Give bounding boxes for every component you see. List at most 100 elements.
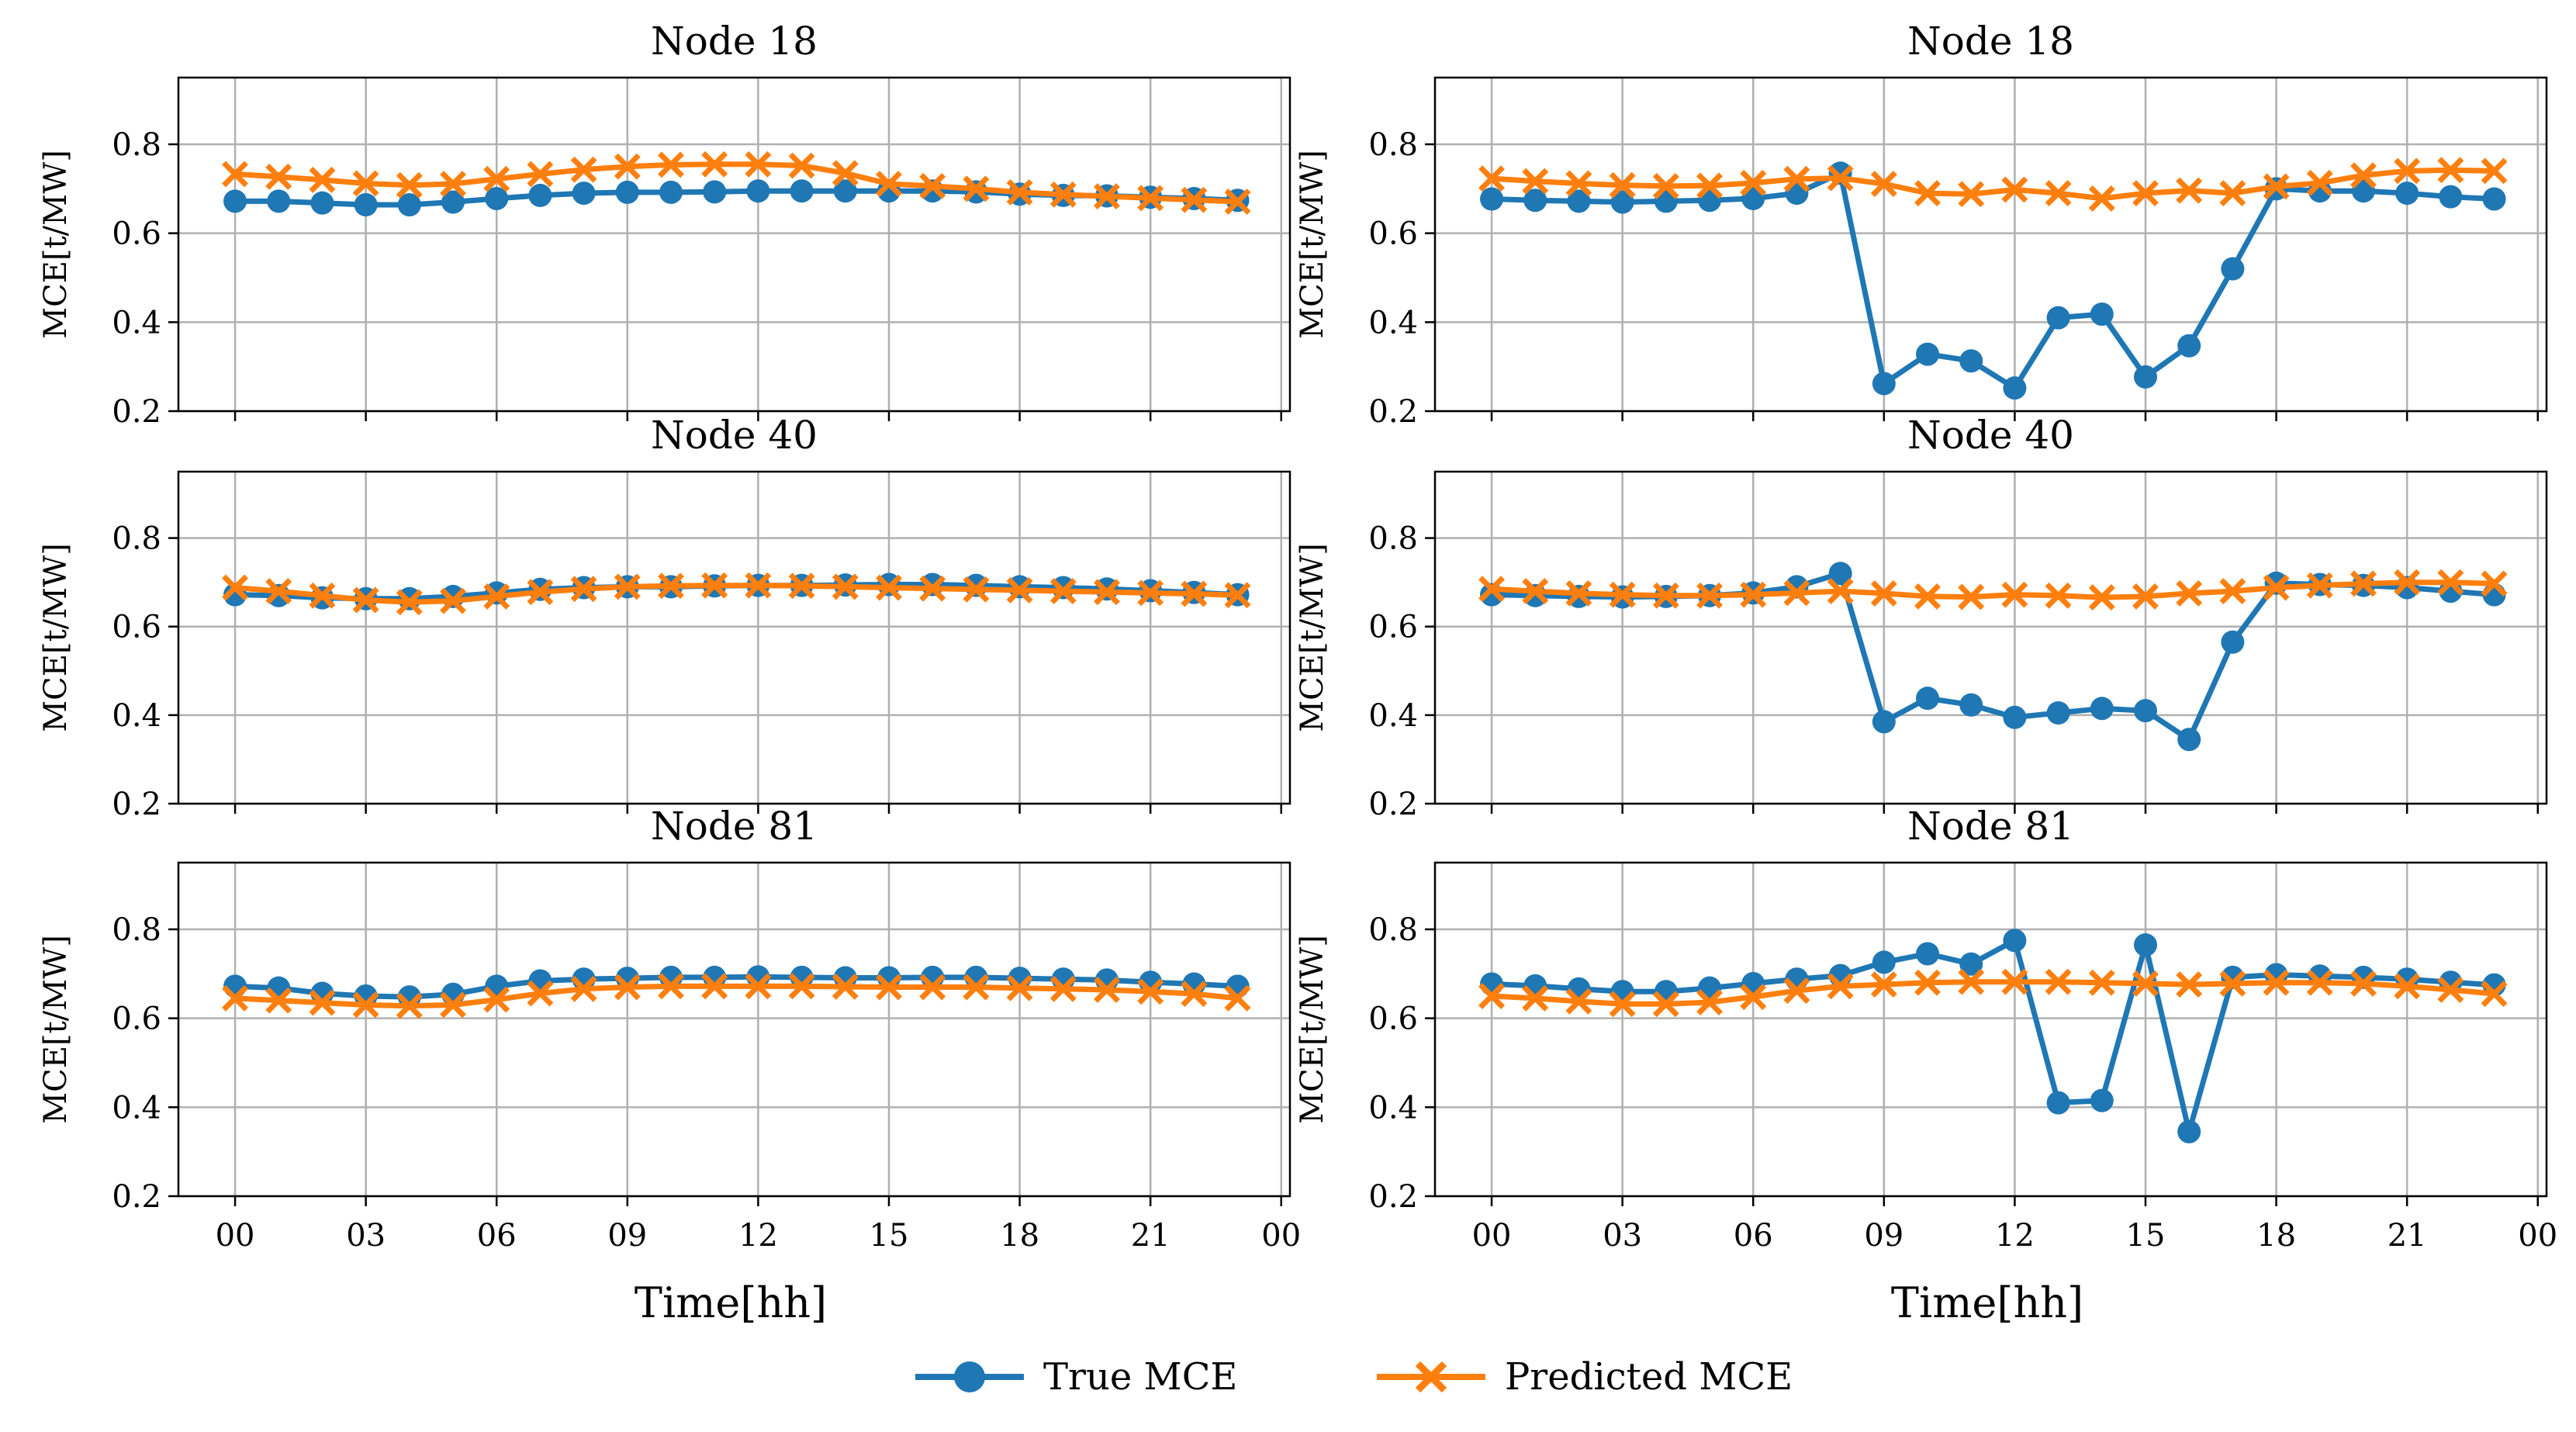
data-point-predicted [745,973,772,1000]
data-point-true [2090,1088,2114,1112]
data-point-predicted [2176,579,2203,607]
data-point-true [223,974,247,998]
data-point-predicted [1740,581,1767,608]
data-point-predicted [570,975,597,1002]
data-point-predicted [658,572,684,600]
data-point-predicted [1224,189,1251,215]
y-axis-label: MCE[t/MW] [1295,935,1330,1124]
series-line-predicted-mce [234,583,1238,605]
y-axis-label: MCE[t/MW] [1295,543,1330,732]
data-point-predicted [1958,583,1985,611]
data-point-predicted [658,973,684,1000]
data-point-predicted [2481,981,2508,1008]
data-point-predicted [2263,173,2290,200]
series-line-predicted-mce [1491,579,2495,600]
data-point-true [964,573,988,597]
data-point-predicted [1224,582,1251,609]
data-point-predicted [1137,978,1164,1005]
data-point-true [2090,697,2114,721]
data-point-predicted [963,576,990,603]
data-point-true [528,183,552,207]
data-point-predicted [2306,169,2333,196]
y-tick-label: 0.2 [1368,1179,1418,1215]
data-point-true [310,191,334,215]
series-line-true-mce [1491,937,2495,1135]
data-point-predicted [2350,970,2377,997]
x-tick-label: 18 [1000,1218,1039,1254]
data-point-predicted [1914,583,1941,610]
y-axis-label: MCE[t/MW] [38,543,74,732]
data-point-true [921,572,945,597]
data-point-predicted [832,573,859,600]
data-point-predicted [352,170,379,197]
data-point-predicted [1740,984,1767,1011]
data-point-predicted [2001,968,2028,995]
data-point-true [2439,185,2463,209]
subplot-title: Node 40 [651,413,818,458]
data-point-true [2177,334,2201,358]
data-point-predicted [1094,579,1120,606]
data-point-true [2003,929,2027,953]
data-point-true [354,192,378,216]
series-line-true-mce [1491,170,2495,391]
data-point-predicted [1224,984,1251,1012]
x-tick-label: 15 [2126,1218,2166,1254]
data-point-true [1610,190,1634,214]
data-point-true [1480,187,1504,211]
x-tick-label: 15 [870,1218,909,1254]
axes-frame [177,470,1291,805]
data-point-predicted [1094,977,1120,1003]
data-point-predicted [2219,578,2246,605]
data-point-predicted [876,574,902,601]
data-point-predicted [1609,991,1636,1018]
legend-marker [1415,1361,1447,1393]
x-tick-label: 06 [1734,1218,1773,1254]
data-point-predicted [2088,584,2115,611]
legend-item-predicted-mce: Predicted MCE [1377,1355,1793,1399]
data-point-predicted [527,161,554,188]
y-tick-label: 0.4 [1368,698,1418,734]
data-point-true [2003,376,2027,400]
data-point-predicted [309,166,336,193]
data-point-true [2133,365,2157,389]
data-point-predicted [1609,581,1636,608]
data-point-predicted [265,987,292,1014]
data-point-predicted [352,991,379,1019]
data-point-true [2177,728,2201,752]
data-point-predicted [2001,176,2028,203]
subplot-title: Node 18 [651,19,818,64]
data-point-predicted [614,573,641,600]
data-point-predicted [788,973,815,1000]
data-point-predicted [570,576,597,603]
subplot-row1-right: 0.2 0.4 0.6 0.8 Node 18 MCE[t/MW] [1295,19,2548,430]
data-point-predicted [2437,157,2464,184]
y-tick-label: 0.8 [1368,127,1418,163]
x-tick-label: 00 [216,1218,255,1254]
data-point-predicted [1181,580,1208,607]
x-tick-label: 03 [346,1218,386,1254]
legend-item-true-mce: True MCE [915,1355,1237,1399]
data-point-predicted [2001,581,2028,608]
legend-marker [954,1361,985,1392]
data-point-predicted [876,974,902,1001]
data-point-predicted [1958,181,1985,208]
data-point-true [2395,182,2419,206]
subplot-row2-right: 0.2 0.4 0.6 0.8 Node 40 MCE[t/MW] [1295,413,2548,822]
data-point-true [1916,342,1940,366]
data-point-true [703,180,727,204]
data-point-predicted [876,171,902,197]
data-point-predicted [2088,185,2115,212]
series-line-predicted-mce [1491,167,2495,202]
x-tick-label: 09 [607,1218,647,1254]
data-point-predicted [701,973,728,1000]
data-point-predicted [2306,572,2333,599]
data-point-true [615,180,639,204]
data-point-predicted [1958,968,1985,995]
x-tick-label: 03 [1603,1218,1642,1254]
y-tick-label: 0.2 [112,787,161,822]
y-axis-label: MCE[t/MW] [1295,150,1330,339]
data-point-predicted [265,578,292,605]
data-point-predicted [222,161,249,188]
data-point-predicted [2088,969,2115,996]
data-point-predicted [222,984,249,1012]
